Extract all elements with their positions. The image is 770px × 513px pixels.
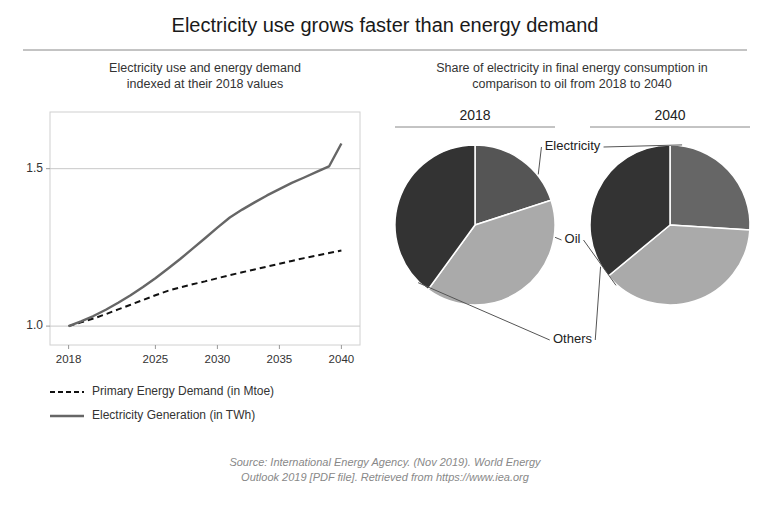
y-tick-label: 1.0 bbox=[26, 318, 43, 332]
x-tick-label: 2040 bbox=[329, 353, 355, 365]
legend-label: Primary Energy Demand (in Mtoe) bbox=[92, 384, 274, 398]
subtitle-line: comparison to oil from 2018 to 2040 bbox=[472, 77, 671, 91]
y-tick-label: 1.5 bbox=[26, 161, 43, 175]
pie-wedge bbox=[590, 145, 670, 276]
x-tick-label: 2030 bbox=[205, 353, 231, 365]
x-tick bbox=[155, 345, 156, 349]
subtitle-line: indexed at their 2018 values bbox=[127, 77, 283, 91]
subtitle: Share of electricity in final energy con… bbox=[436, 61, 708, 91]
source-note-line: Source: International Energy Agency. (No… bbox=[229, 456, 542, 468]
plot-marks bbox=[69, 143, 342, 326]
y-tick bbox=[46, 326, 50, 327]
x-tick bbox=[68, 345, 69, 349]
line-chart: Electricity use and energy demand indexed… bbox=[26, 61, 360, 422]
title: Electricity use grows faster than energy… bbox=[172, 14, 599, 36]
line-series bbox=[69, 251, 342, 327]
pie-year-rule bbox=[590, 127, 750, 128]
title-rule bbox=[23, 50, 747, 51]
subtitle: Electricity use and energy demand indexed… bbox=[109, 61, 301, 91]
legend-label: Electricity Generation (in TWh) bbox=[92, 408, 255, 422]
category-label: Electricity bbox=[545, 138, 601, 153]
x-tick-label: 2018 bbox=[56, 353, 82, 365]
legend-swatch bbox=[50, 391, 84, 393]
leader-line bbox=[604, 145, 683, 147]
pie-year: 2018 bbox=[459, 107, 490, 123]
x-tick bbox=[341, 345, 342, 349]
pie-wedge bbox=[670, 145, 750, 230]
pie-wedge bbox=[395, 145, 475, 290]
x-tick bbox=[279, 345, 280, 349]
figure: Electricity use grows faster than energy… bbox=[0, 0, 770, 513]
legend-swatch bbox=[50, 415, 84, 417]
grid-line bbox=[50, 326, 360, 327]
leader-line bbox=[555, 237, 561, 240]
pie-year-rule bbox=[395, 127, 555, 128]
plot-frame bbox=[50, 112, 360, 345]
y-tick bbox=[46, 168, 50, 169]
leader-line bbox=[595, 267, 600, 340]
subtitle-line: Electricity use and energy demand bbox=[109, 61, 301, 75]
line-series bbox=[69, 143, 342, 326]
x-tick bbox=[217, 345, 218, 349]
category-label: Others bbox=[553, 331, 593, 346]
source-note-line: Outlook 2019 [PDF file]. Retrieved from … bbox=[241, 471, 530, 483]
x-tick-label: 2035 bbox=[267, 353, 293, 365]
legend: Primary Energy Demand (in Mtoe) Electrici… bbox=[50, 384, 274, 422]
pie-year: 2040 bbox=[654, 107, 685, 123]
leader-line bbox=[538, 147, 541, 174]
pie-charts: Share of electricity in final energy con… bbox=[395, 61, 750, 346]
x-tick-label: 2025 bbox=[143, 353, 169, 365]
source-note: Source: International Energy Agency. (No… bbox=[229, 456, 542, 483]
subtitle-line: Share of electricity in final energy con… bbox=[436, 61, 708, 75]
category-label: Oil bbox=[565, 231, 581, 246]
grid-line bbox=[50, 168, 360, 169]
leader-line bbox=[418, 283, 550, 340]
page: {"title": "Electricity use grows faster … bbox=[0, 0, 770, 513]
